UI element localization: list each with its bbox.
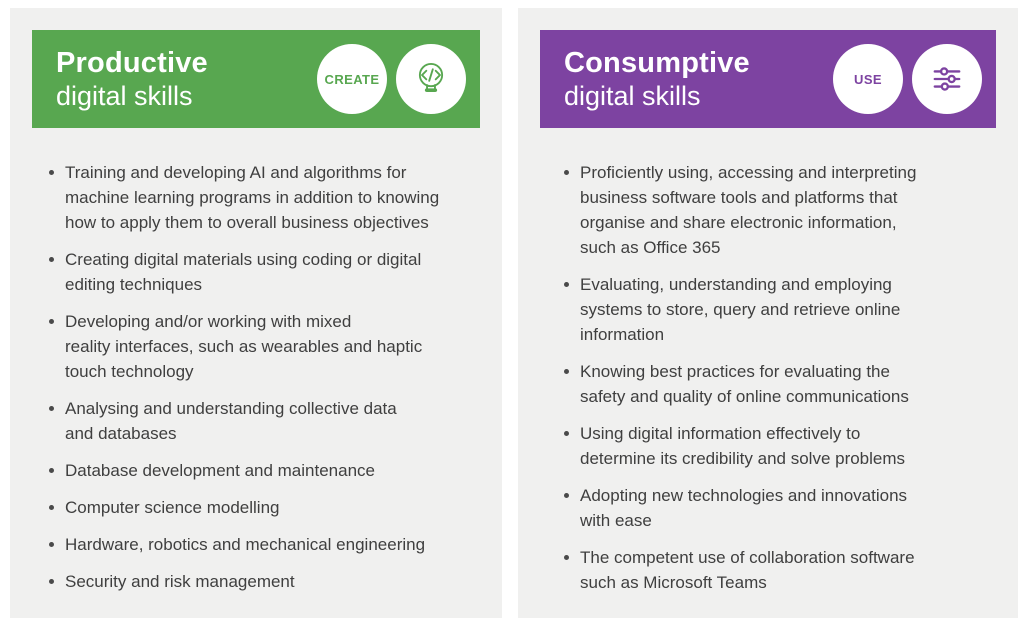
list-item: Security and risk management [48, 569, 476, 594]
panel-title-regular: digital skills [564, 80, 701, 111]
list-item: Evaluating, understanding and employing … [563, 272, 992, 347]
list-item: Knowing best practices for evaluating th… [563, 359, 992, 409]
list-item: Developing and/or working with mixed rea… [48, 309, 476, 384]
panel-consumptive: Consumptive digital skills USE [518, 8, 1018, 618]
list-item: Computer science modelling [48, 495, 476, 520]
panel-productive-title: Productive digital skills [56, 46, 208, 113]
create-badge-label: CREATE [324, 71, 380, 87]
panel-consumptive-title: Consumptive digital skills [564, 46, 750, 113]
panel-title-bold: Productive [56, 46, 208, 79]
use-badge: USE [833, 44, 903, 114]
lightbulb-code-icon [396, 44, 466, 114]
consumptive-skills-list: Proficiently using, accessing and interp… [563, 160, 992, 595]
panel-title-regular: digital skills [56, 80, 193, 111]
list-item: Using digital information effectively to… [563, 421, 992, 471]
panel-title-bold: Consumptive [564, 46, 750, 79]
create-badge: CREATE [317, 44, 387, 114]
panel-productive: Productive digital skills CREATE [10, 8, 502, 618]
list-item: Adopting new technologies and innovation… [563, 483, 992, 533]
list-item: Database development and maintenance [48, 458, 476, 483]
list-item: Training and developing AI and algorithm… [48, 160, 476, 235]
use-badge-label: USE [854, 71, 882, 87]
sliders-icon [912, 44, 982, 114]
list-item: Hardware, robotics and mechanical engine… [48, 532, 476, 557]
panel-productive-header: Productive digital skills CREATE [32, 30, 480, 128]
productive-skills-list: Training and developing AI and algorithm… [48, 160, 476, 594]
list-item: Analysing and understanding collective d… [48, 396, 476, 446]
panel-consumptive-badges: USE [833, 44, 982, 114]
list-item: The competent use of collaboration softw… [563, 545, 992, 595]
list-item: Creating digital materials using coding … [48, 247, 476, 297]
list-item: Proficiently using, accessing and interp… [563, 160, 992, 260]
panel-productive-badges: CREATE [317, 44, 466, 114]
panel-consumptive-header: Consumptive digital skills USE [540, 30, 996, 128]
